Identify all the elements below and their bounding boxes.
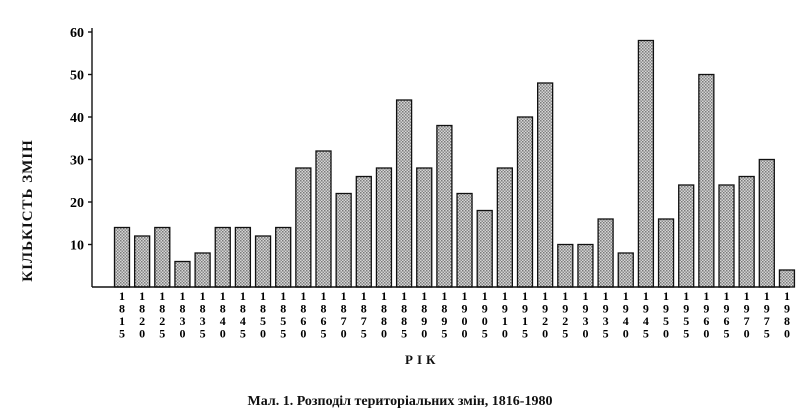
bar-1965 bbox=[718, 184, 735, 288]
bars-group bbox=[113, 39, 796, 288]
x-axis: 1 8 1 5 1 8 2 0 1 8 2 5 1 8 3 0 1 8 3 5 1 8 4 0 1 8 4 5 1 8 5 0 1 8 5 5 1 8 6 0… bbox=[92, 286, 790, 341]
bar-1880 bbox=[375, 167, 393, 288]
bar-1830 bbox=[174, 260, 191, 288]
y-axis: 10 20 30 40 50 60 bbox=[70, 26, 93, 287]
bar-1895 bbox=[436, 124, 453, 288]
bar-1930 bbox=[577, 243, 594, 288]
bar-1825 bbox=[154, 226, 171, 288]
bar-1885 bbox=[395, 99, 413, 288]
bar-1920 bbox=[537, 82, 554, 288]
bar-1835 bbox=[194, 252, 211, 288]
bar-1975 bbox=[758, 158, 775, 288]
bar-1850 bbox=[254, 235, 272, 288]
figure-caption: Мал. 1. Розподіл територіальних змін, 18… bbox=[247, 394, 553, 409]
y-tick-label: 10 bbox=[70, 239, 84, 254]
bar-1945 bbox=[637, 39, 655, 288]
x-axis-title: РІК bbox=[405, 352, 440, 367]
bar-1935 bbox=[597, 218, 614, 288]
y-axis-title-wrapper: КІЛЬКІСТЬ ЗМІН bbox=[8, 80, 48, 340]
bar-1915 bbox=[516, 116, 534, 288]
y-tick-label: 30 bbox=[70, 154, 84, 169]
bar-1845 bbox=[234, 226, 252, 288]
bar-1865 bbox=[315, 150, 332, 288]
bar-1900 bbox=[456, 192, 473, 288]
bar-1980 bbox=[778, 269, 796, 288]
bar-1970 bbox=[738, 175, 755, 288]
y-tick-label: 40 bbox=[70, 111, 84, 126]
bar-1960 bbox=[698, 73, 715, 288]
bar-1875 bbox=[355, 175, 372, 288]
bar-1820 bbox=[133, 235, 151, 288]
bar-1855 bbox=[275, 226, 292, 288]
y-tick-label: 50 bbox=[70, 69, 84, 84]
bar-1905 bbox=[476, 209, 493, 288]
bar-1925 bbox=[557, 243, 574, 288]
bar-1870 bbox=[335, 192, 352, 288]
bar-1950 bbox=[657, 218, 675, 288]
bar-1890 bbox=[416, 167, 433, 288]
y-axis-title: КІЛЬКІСТЬ ЗМІН bbox=[19, 138, 36, 282]
bar-1815 bbox=[113, 226, 131, 288]
bar-1840 bbox=[214, 226, 231, 288]
bar-1910 bbox=[496, 167, 514, 288]
bar-1860 bbox=[295, 167, 312, 288]
y-tick-label: 60 bbox=[70, 26, 84, 41]
bar-1955 bbox=[678, 184, 695, 288]
bar-1940 bbox=[617, 252, 634, 288]
y-tick-label: 20 bbox=[70, 196, 84, 211]
